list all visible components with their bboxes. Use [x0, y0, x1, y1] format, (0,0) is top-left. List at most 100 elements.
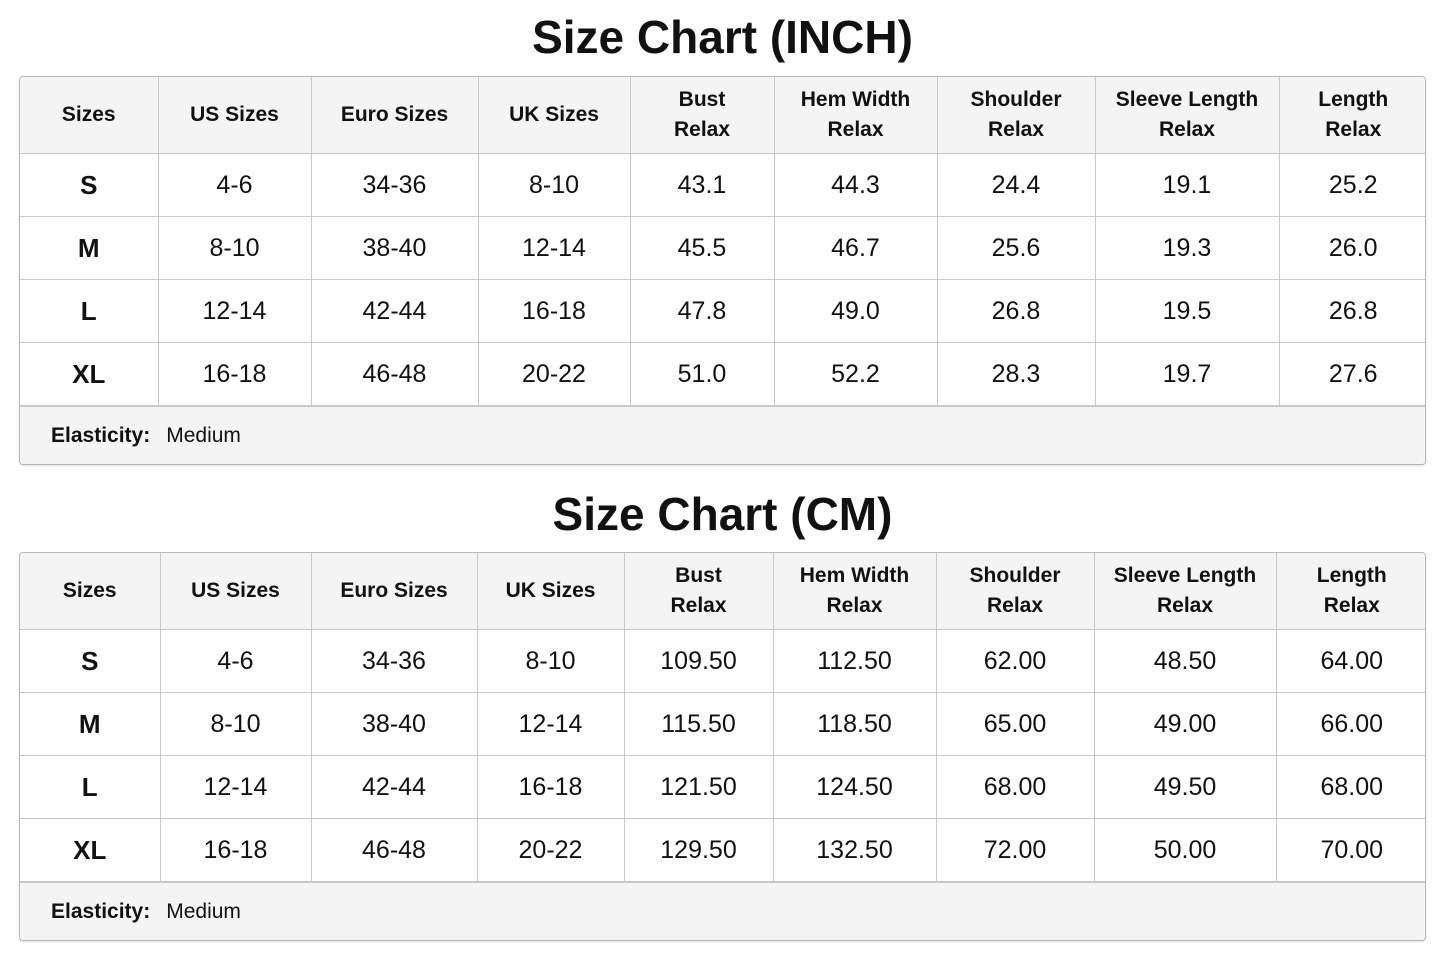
- column-header: US Sizes: [157, 77, 312, 154]
- cell: M: [20, 692, 161, 756]
- cell: 8-10: [477, 153, 631, 217]
- column-header: Shoulder Relax: [936, 77, 1096, 154]
- header: Sizes US Sizes Euro Sizes UK Sizes Bust Rela…: [20, 553, 1425, 630]
- cell: 12-14: [157, 279, 312, 343]
- footer: Elasticity: Medium: [20, 882, 1425, 940]
- column-header: US Sizes: [159, 553, 312, 630]
- cell: 19.5: [1094, 279, 1280, 343]
- cell: L: [20, 279, 159, 343]
- cell: 47.8: [629, 279, 775, 343]
- cell: 28.3: [936, 342, 1096, 406]
- row: L 12-14 42-44 16-18 121.50 124.50 68.00 49.50 68…: [20, 755, 1425, 819]
- cell: 68.00: [935, 755, 1095, 819]
- table: Sizes US Sizes Euro Sizes UK Sizes Bust Rela…: [20, 77, 1425, 406]
- row: M 8-10 38-40 12-14 115.50 118.50 65.00 49.00 66.…: [20, 692, 1425, 756]
- cell: 34-36: [310, 629, 478, 693]
- cell: S: [20, 629, 161, 693]
- cell: 118.50: [772, 692, 937, 756]
- cell: 48.50: [1093, 629, 1277, 693]
- cell: 52.2: [773, 342, 938, 406]
- row: XL 16-18 46-48 20-22 129.50 132.50 72.00 50.00 7…: [20, 818, 1425, 882]
- cell: 25.6: [936, 216, 1096, 280]
- cell: 115.50: [623, 692, 774, 756]
- row: L 12-14 42-44 16-18 47.8 49.0 26.8 19.5 26.8: [20, 279, 1425, 343]
- cell: XL: [20, 818, 161, 882]
- cell: 70.00: [1275, 818, 1425, 882]
- cell: 46-48: [310, 818, 478, 882]
- column-header: Euro Sizes: [310, 553, 478, 630]
- row: S 4-6 34-36 8-10 109.50 112.50 62.00 48.50 64.00: [20, 629, 1425, 693]
- cell: 124.50: [772, 755, 937, 819]
- column-header: Length Relax: [1275, 553, 1425, 630]
- cell: 4-6: [157, 153, 312, 217]
- table-title: Size Chart (CM): [552, 488, 893, 540]
- cell: 62.00: [935, 629, 1095, 693]
- cell: 49.50: [1093, 755, 1277, 819]
- cell: 19.3: [1094, 216, 1280, 280]
- cell: 50.00: [1093, 818, 1277, 882]
- cell: 46-48: [310, 342, 479, 406]
- cell: 132.50: [772, 818, 937, 882]
- cell: 51.0: [629, 342, 775, 406]
- cell: 20-22: [477, 342, 631, 406]
- cell: 72.00: [935, 818, 1095, 882]
- cell: 44.3: [773, 153, 938, 217]
- cell: 42-44: [310, 755, 478, 819]
- cell: 49.0: [773, 279, 938, 343]
- cell: 19.7: [1094, 342, 1280, 406]
- cell: 45.5: [629, 216, 775, 280]
- body: S 4-6 34-36 8-10 109.50 112.50 62.00 48.50 64.00…: [20, 629, 1425, 882]
- cell: 16-18: [159, 818, 312, 882]
- cell: 8-10: [476, 629, 625, 693]
- header-row: Sizes US Sizes Euro Sizes UK Sizes Bust Rela…: [20, 77, 1425, 154]
- cell: 46.7: [773, 216, 938, 280]
- cell: 27.6: [1278, 342, 1425, 406]
- cell: XL: [20, 342, 159, 406]
- footer-value: Medium: [166, 423, 241, 447]
- cell: 66.00: [1275, 692, 1425, 756]
- cell: 43.1: [629, 153, 775, 217]
- column-header: Bust Relax: [623, 553, 774, 630]
- cell: 12-14: [159, 755, 312, 819]
- cell: 42-44: [310, 279, 479, 343]
- cell: 20-22: [476, 818, 625, 882]
- cell: 65.00: [935, 692, 1095, 756]
- column-header: UK Sizes: [477, 77, 631, 154]
- cell: 16-18: [477, 279, 631, 343]
- table: Sizes US Sizes Euro Sizes UK Sizes Bust Rela…: [20, 553, 1425, 882]
- cell: 16-18: [157, 342, 312, 406]
- cell: M: [20, 216, 159, 280]
- cell: 121.50: [623, 755, 774, 819]
- cell: 109.50: [623, 629, 774, 693]
- column-header: Bust Relax: [629, 77, 775, 154]
- cell: 26.0: [1278, 216, 1425, 280]
- column-header: Shoulder Relax: [935, 553, 1095, 630]
- cell: 64.00: [1275, 629, 1425, 693]
- cell: 38-40: [310, 692, 478, 756]
- footer-value: Medium: [166, 899, 241, 923]
- cell: 49.00: [1093, 692, 1277, 756]
- row: S 4-6 34-36 8-10 43.1 44.3 24.4 19.1 25.2: [20, 153, 1425, 217]
- column-header: Sleeve Length Relax: [1094, 77, 1280, 154]
- size-table: Sizes US Sizes Euro Sizes UK Sizes Bust Rela…: [19, 552, 1426, 941]
- cell: 4-6: [159, 629, 312, 693]
- cell: 12-14: [477, 216, 631, 280]
- cell: 129.50: [623, 818, 774, 882]
- column-header: Hem Width Relax: [773, 77, 938, 154]
- row: M 8-10 38-40 12-14 45.5 46.7 25.6 19.3 26.0: [20, 216, 1425, 280]
- cell: 24.4: [936, 153, 1096, 217]
- cell: 16-18: [476, 755, 625, 819]
- cell: 26.8: [1278, 279, 1425, 343]
- column-header: Sleeve Length Relax: [1093, 553, 1277, 630]
- cell: 34-36: [310, 153, 479, 217]
- column-header: UK Sizes: [476, 553, 625, 630]
- cell: 25.2: [1278, 153, 1425, 217]
- header-row: Sizes US Sizes Euro Sizes UK Sizes Bust Rela…: [20, 553, 1425, 630]
- cell: 19.1: [1094, 153, 1280, 217]
- cell: L: [20, 755, 161, 819]
- table-title: Size Chart (INCH): [532, 11, 913, 63]
- cell: 12-14: [476, 692, 625, 756]
- footer-label: Elasticity:: [51, 423, 151, 447]
- column-header: Hem Width Relax: [772, 553, 937, 630]
